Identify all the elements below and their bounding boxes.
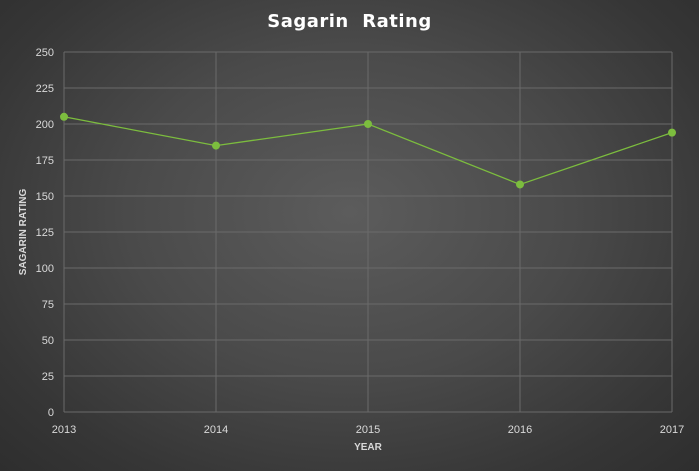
y-tick-label: 225 (36, 83, 54, 95)
y-tick-label: 175 (36, 155, 54, 167)
y-tick-label: 125 (36, 227, 54, 239)
y-tick-label: 25 (42, 371, 54, 383)
x-tick-label: 2013 (52, 424, 76, 436)
y-tick-label: 150 (36, 191, 54, 203)
y-tick-label: 75 (42, 299, 54, 311)
x-tick-labels: 2013 2014 2015 2016 2017 (52, 424, 684, 436)
x-tick-label: 2016 (508, 424, 532, 436)
y-axis-title: SAGARIN RATING (18, 189, 29, 276)
y-tick-label: 100 (36, 263, 54, 275)
y-tick-label: 200 (36, 119, 54, 131)
x-tick-label: 2017 (660, 424, 684, 436)
y-tick-label: 0 (48, 407, 54, 419)
data-point[interactable] (364, 120, 372, 128)
x-axis-title: YEAR (354, 442, 383, 453)
x-tick-label: 2014 (204, 424, 228, 436)
data-point[interactable] (212, 141, 220, 150)
data-point[interactable] (516, 180, 524, 189)
gridlines (63, 51, 673, 413)
data-point[interactable] (668, 128, 676, 137)
y-tick-label: 50 (42, 335, 54, 347)
y-tick-labels: 0 25 50 75 100 125 150 175 200 225 250 (36, 47, 54, 419)
data-point[interactable] (60, 112, 68, 121)
x-tick-label: 2015 (356, 424, 380, 436)
y-tick-label: 250 (36, 47, 54, 59)
series-group (60, 112, 676, 189)
chart-title: Sagarin Rating (267, 11, 432, 32)
